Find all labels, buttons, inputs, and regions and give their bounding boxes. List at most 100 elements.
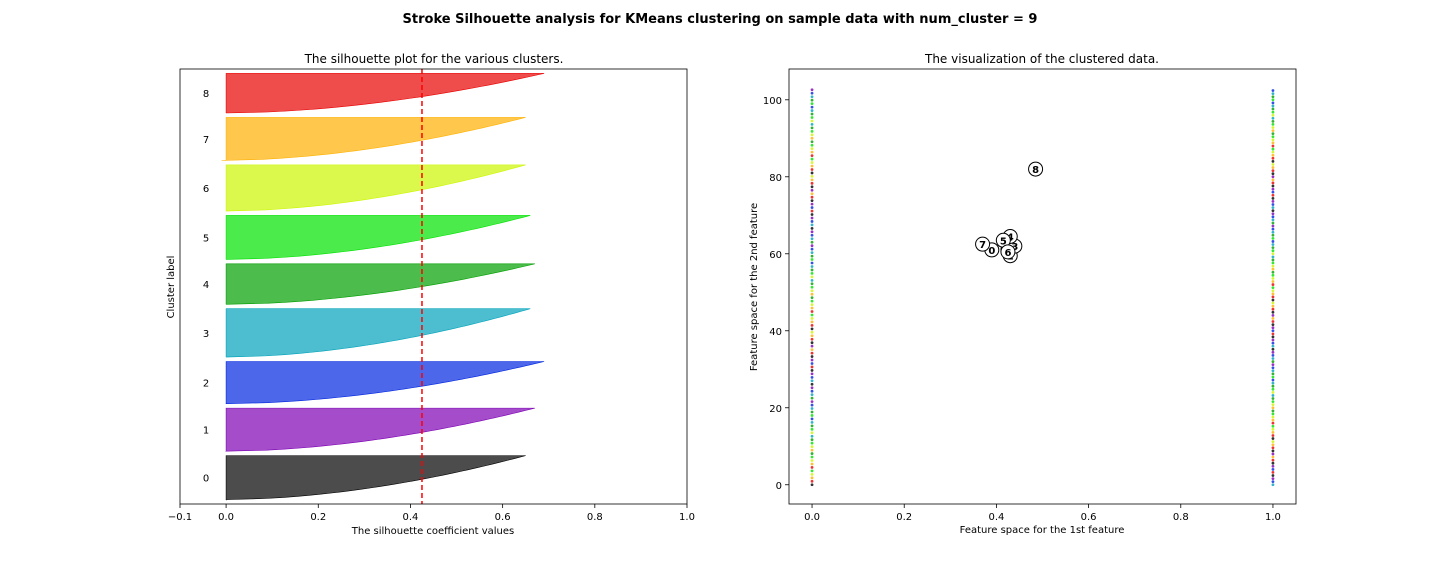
scatter-point <box>810 278 814 282</box>
scatter-point <box>810 223 814 227</box>
scatter-point <box>810 313 814 317</box>
scatter-point <box>810 178 814 182</box>
scatter-point <box>810 365 814 369</box>
scatter-point <box>810 244 814 248</box>
scatter-point <box>1271 123 1275 126</box>
scatter-point <box>810 254 814 258</box>
scatter-point <box>1271 317 1275 320</box>
scatter-point <box>810 438 814 442</box>
scatter-point <box>1271 323 1275 327</box>
scatter-point <box>1271 190 1275 194</box>
scatter-point <box>810 323 814 327</box>
scatter-point <box>1271 280 1275 283</box>
scatter-point <box>1271 384 1275 388</box>
scatter-point <box>810 306 814 310</box>
scatter-point <box>1271 350 1275 354</box>
scatter-point <box>1271 135 1275 139</box>
scatter-point <box>810 88 814 92</box>
scatter-point <box>1271 132 1275 136</box>
silhouette-fill-cluster-7 <box>221 117 526 161</box>
scatter-point <box>810 434 814 438</box>
scatter-point <box>810 466 814 469</box>
cluster-center-label-6: 6 <box>1004 248 1011 259</box>
scatter-point <box>810 396 814 400</box>
scatter-point <box>1271 212 1275 216</box>
scatter-point <box>1271 258 1275 262</box>
scatter-point <box>810 407 814 410</box>
scatter-point <box>810 289 814 293</box>
scatter-point <box>1271 400 1275 404</box>
silhouette-fill-cluster-3 <box>225 308 531 358</box>
scatter-point <box>1271 366 1275 370</box>
scatter-point <box>1271 95 1275 99</box>
scatter-point <box>810 123 814 126</box>
scatter-point <box>810 129 814 133</box>
scatter-point <box>810 247 814 251</box>
scatter-point <box>810 448 814 452</box>
scatter-point <box>1271 138 1275 142</box>
cluster-center-label-5: 5 <box>1000 236 1007 247</box>
scatter-point <box>1271 430 1275 434</box>
scatter-point <box>810 414 814 417</box>
scatter-point <box>1271 437 1275 440</box>
scatter-point <box>810 351 814 355</box>
scatter-point <box>810 410 814 414</box>
scatter-point <box>1271 467 1275 471</box>
scatter-point <box>810 168 814 171</box>
scatter-point <box>810 175 814 178</box>
scatter-x-tick-label: 0.0 <box>804 512 820 523</box>
scatter-point <box>1271 233 1275 237</box>
scatter-point <box>1271 403 1275 407</box>
scatter-point <box>810 341 814 345</box>
scatter-point <box>1271 335 1275 339</box>
scatter-point <box>1271 147 1275 151</box>
silhouette-fill-cluster-6 <box>225 164 526 212</box>
scatter-y-tick-label: 40 <box>769 327 782 338</box>
scatter-point <box>1271 440 1275 444</box>
silhouette-fill-cluster-0 <box>225 455 526 500</box>
scatter-y-tick-label: 80 <box>769 173 782 184</box>
scatter-point <box>1271 144 1275 148</box>
scatter-point <box>1271 480 1275 484</box>
silhouette-x-ticks: −0.1 0.0 0.2 0.4 0.6 0.8 1.0 <box>168 504 695 523</box>
scatter-point <box>810 112 814 116</box>
scatter-point <box>1271 110 1275 114</box>
cluster-center-6 <box>1000 244 1016 260</box>
cluster-center-label-7: 7 <box>979 240 986 251</box>
scatter-point <box>1271 221 1275 225</box>
scatter-point <box>1271 378 1275 382</box>
scatter-point <box>1271 98 1275 102</box>
scatter-point <box>810 479 814 483</box>
scatter-point <box>1271 418 1275 422</box>
scatter-point <box>1271 89 1275 92</box>
scatter-point <box>1271 113 1275 117</box>
scatter-point <box>810 386 814 390</box>
scatter-point <box>810 303 814 306</box>
scatter-point <box>1271 455 1275 459</box>
cluster-label-7: 7 <box>203 135 209 146</box>
scatter-point <box>810 140 814 144</box>
scatter-point <box>810 483 814 487</box>
scatter-point <box>810 362 814 365</box>
scatter-plot-title: The visualization of the clustered data. <box>924 52 1159 66</box>
scatter-point <box>1271 412 1275 416</box>
scatter-point <box>810 393 814 397</box>
scatter-point <box>1271 449 1275 453</box>
scatter-point <box>1271 286 1275 290</box>
scatter-point <box>1271 101 1275 105</box>
scatter-point <box>810 216 814 220</box>
scatter-point <box>1271 184 1275 188</box>
scatter-point <box>810 202 814 206</box>
scatter-point <box>810 337 814 341</box>
scatter-point <box>810 427 814 431</box>
cluster-label-6: 6 <box>203 184 209 195</box>
scatter-point <box>1271 156 1275 160</box>
scatter-point <box>1271 301 1275 305</box>
silhouette-x-tick-label: 0.6 <box>495 512 511 523</box>
scatter-point <box>1271 264 1275 268</box>
scatter-point <box>1271 354 1275 357</box>
scatter-point <box>810 171 814 175</box>
scatter-point <box>810 358 814 362</box>
scatter-point <box>1271 421 1275 425</box>
